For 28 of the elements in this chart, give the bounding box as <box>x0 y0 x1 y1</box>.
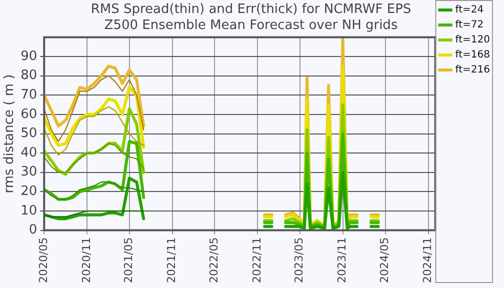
text: RMS Spread(thin) and Err(thick) for NCMRWF EPS <box>90 2 412 18</box>
y-tick-label: 50 <box>20 126 38 142</box>
legend-label: ft=168 <box>455 50 490 61</box>
x-tick-label: 2024/11 <box>421 237 434 284</box>
y-tick-label: 30 <box>20 164 38 180</box>
y-axis-title: rms distance ( m ) <box>2 74 18 194</box>
y-tick-label: 70 <box>20 88 38 103</box>
x-tick-label: 2024/05 <box>378 237 392 284</box>
y-tick-label: 90 <box>20 48 38 64</box>
y-tick-label: 0 <box>28 222 38 238</box>
legend-label: ft=24 <box>455 4 484 16</box>
x-tick-label: 2022/05 <box>207 237 220 284</box>
x-tick-label: 2022/11 <box>250 237 264 284</box>
y-tick-label: 40 <box>20 145 38 160</box>
legend-label: ft=120 <box>455 34 490 46</box>
x-tick-label: 2020/05 <box>37 237 50 284</box>
y-tick-label: 60 <box>20 106 38 122</box>
y-tick-label: 80 <box>20 68 38 84</box>
legend-label: ft=72 <box>455 20 484 31</box>
x-tick-label: 2023/05 <box>292 237 306 284</box>
x-tick-label: 2020/11 <box>80 237 93 284</box>
y-tick-label: 10 <box>20 203 38 218</box>
y-tick-label: 20 <box>20 184 38 200</box>
x-tick-label: 2021/05 <box>122 237 136 284</box>
legend-label: ft=216 <box>455 64 490 76</box>
x-tick-label: 2021/11 <box>165 237 178 284</box>
text: Z500 Ensemble Mean Forecast over NH grids <box>104 18 398 33</box>
x-tick-label: 2023/11 <box>336 237 349 284</box>
